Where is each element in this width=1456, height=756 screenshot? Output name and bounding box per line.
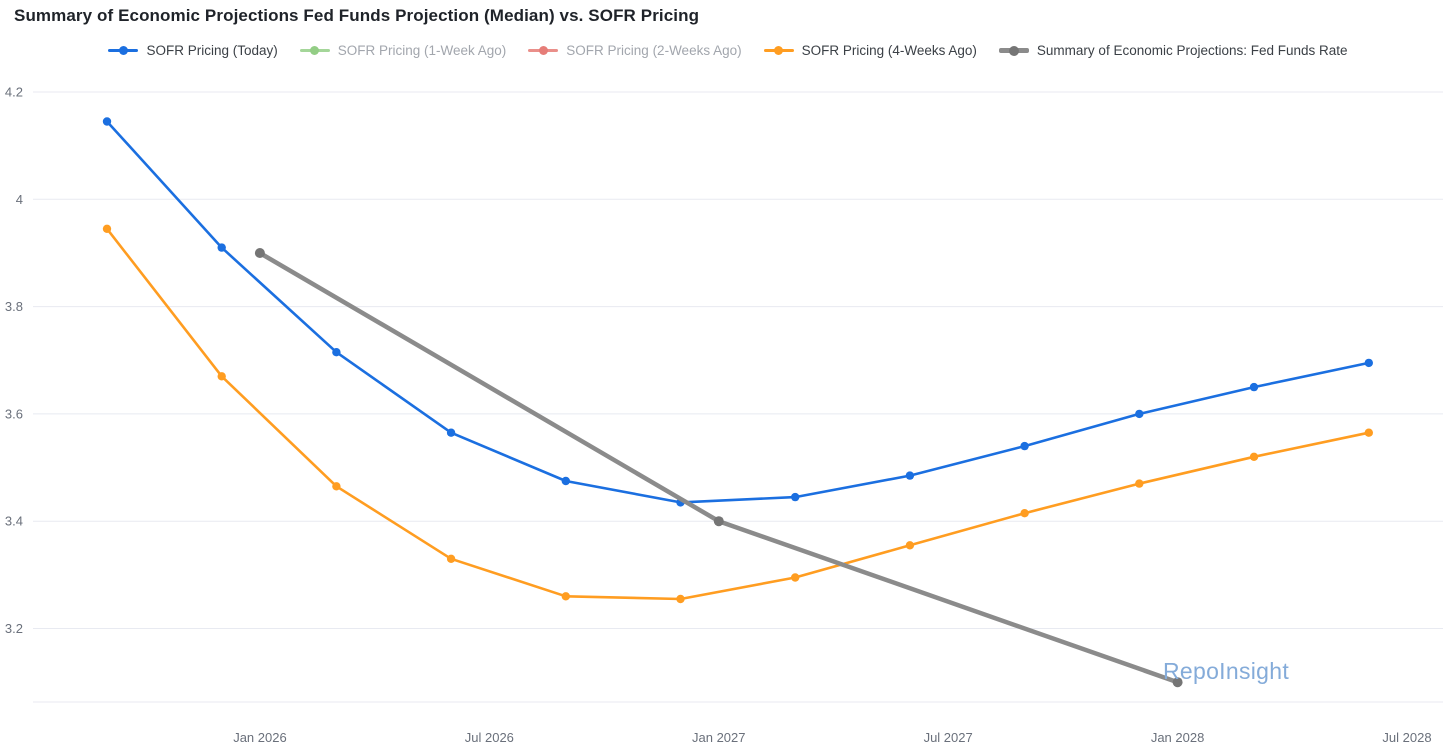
legend-line-dot-icon	[528, 46, 559, 56]
x-axis-label-jul-2027: Jul 2027	[924, 730, 973, 745]
y-axis-label-4.2: 4.2	[5, 85, 23, 100]
y-axis-label-3.4: 3.4	[5, 514, 23, 529]
data-point-sofr-pricing-4-weeks-ago-dec-2027[interactable]	[1135, 479, 1144, 488]
data-point-sofr-pricing-4-weeks-ago-jun-2028[interactable]	[1364, 428, 1374, 437]
data-point-sofr-pricing-today-jun-2026[interactable]	[446, 428, 456, 437]
data-point-sofr-pricing-today-mar-2028[interactable]	[1249, 382, 1259, 392]
y-axis-label-3.2: 3.2	[5, 621, 23, 636]
data-point-sofr-pricing-4-weeks-ago-mar-2028[interactable]	[1249, 452, 1259, 461]
legend-label: Summary of Economic Projections: Fed Fun…	[1036, 43, 1348, 58]
legend-item-sofr-pricing-4-weeks-ago[interactable]: SOFR Pricing (4-Weeks Ago)	[763, 43, 977, 58]
data-point-sofr-pricing-4-weeks-ago-sep-2026[interactable]	[561, 592, 570, 601]
data-point-sofr-pricing-today-dec-2027[interactable]	[1135, 409, 1144, 419]
legend-item-summary-of-economic-projections-fed-funds-rate[interactable]: Summary of Economic Projections: Fed Fun…	[998, 43, 1348, 58]
data-point-sofr-pricing-4-weeks-ago-mar-2026[interactable]	[332, 482, 341, 491]
data-point-sofr-pricing-today-jun-2028[interactable]	[1364, 358, 1374, 368]
data-point-sofr-pricing-4-weeks-ago-sep-2025[interactable]	[102, 224, 112, 233]
data-point-summary-of-economic-projections-fed-funds-rate-jan-2026[interactable]	[254, 248, 265, 258]
legend-label: SOFR Pricing (2-Weeks Ago)	[566, 43, 742, 58]
legend-item-sofr-pricing-1-week-ago[interactable]: SOFR Pricing (1-Week Ago)	[299, 43, 507, 58]
x-axis-label-jan-2027: Jan 2027	[692, 730, 746, 745]
legend: SOFR Pricing (Today) SOFR Pricing (1-Week…	[0, 43, 1456, 58]
legend-item-sofr-pricing-2-weeks-ago[interactable]: SOFR Pricing (2-Weeks Ago)	[528, 43, 742, 58]
data-point-summary-of-economic-projections-fed-funds-rate-jan-2027[interactable]	[713, 516, 724, 527]
legend-label: SOFR Pricing (Today)	[146, 43, 278, 58]
legend-label: SOFR Pricing (1-Week Ago)	[337, 43, 507, 58]
data-point-sofr-pricing-4-weeks-ago-jun-2026[interactable]	[446, 554, 456, 563]
watermark: RepoInsight	[1163, 658, 1290, 684]
data-point-sofr-pricing-4-weeks-ago-dec-2025[interactable]	[217, 372, 226, 381]
legend-label: SOFR Pricing (4-Weeks Ago)	[801, 43, 977, 58]
data-point-summary-of-economic-projections-fed-funds-rate-jan-2028[interactable]	[1172, 677, 1183, 688]
y-axis-label-3.8: 3.8	[5, 299, 23, 314]
legend-line-dot-icon	[108, 46, 139, 56]
data-point-sofr-pricing-today-mar-2027[interactable]	[791, 492, 800, 502]
data-point-sofr-pricing-today-dec-2025[interactable]	[217, 243, 226, 252]
series-line-sofr-pricing-today[interactable]	[105, 120, 1371, 504]
legend-item-sofr-pricing-today[interactable]: SOFR Pricing (Today)	[108, 43, 278, 58]
data-point-sofr-pricing-today-sep-2026[interactable]	[561, 476, 570, 486]
x-axis-label-jul-2026: Jul 2026	[465, 730, 514, 745]
y-axis-label-3.6: 3.6	[5, 406, 23, 421]
data-point-sofr-pricing-4-weeks-ago-dec-2026[interactable]	[676, 594, 685, 604]
series-line-summary-of-economic-projections-fed-funds-rate[interactable]	[257, 250, 1180, 685]
x-axis-label-jan-2026: Jan 2026	[233, 730, 287, 745]
chart-title: Summary of Economic Projections Fed Fund…	[14, 6, 700, 25]
data-point-sofr-pricing-4-weeks-ago-sep-2027[interactable]	[1020, 509, 1029, 518]
x-axis-label-jan-2028: Jan 2028	[1151, 730, 1205, 745]
data-point-sofr-pricing-today-sep-2027[interactable]	[1020, 441, 1029, 451]
data-point-sofr-pricing-4-weeks-ago-jun-2027[interactable]	[905, 541, 915, 550]
series-line-sofr-pricing-4-weeks-ago[interactable]	[105, 227, 1371, 601]
legend-line-dot-icon	[763, 46, 794, 56]
data-point-sofr-pricing-today-mar-2026[interactable]	[332, 348, 341, 357]
x-axis-label-jul-2028: Jul 2028	[1382, 730, 1431, 745]
data-point-sofr-pricing-today-jun-2027[interactable]	[905, 471, 915, 480]
data-point-sofr-pricing-today-sep-2025[interactable]	[102, 117, 112, 126]
data-point-sofr-pricing-4-weeks-ago-mar-2027[interactable]	[791, 573, 800, 582]
y-axis-label-4: 4	[16, 192, 23, 207]
legend-line-dot-icon	[299, 46, 330, 56]
legend-line-dot-icon	[998, 45, 1029, 56]
